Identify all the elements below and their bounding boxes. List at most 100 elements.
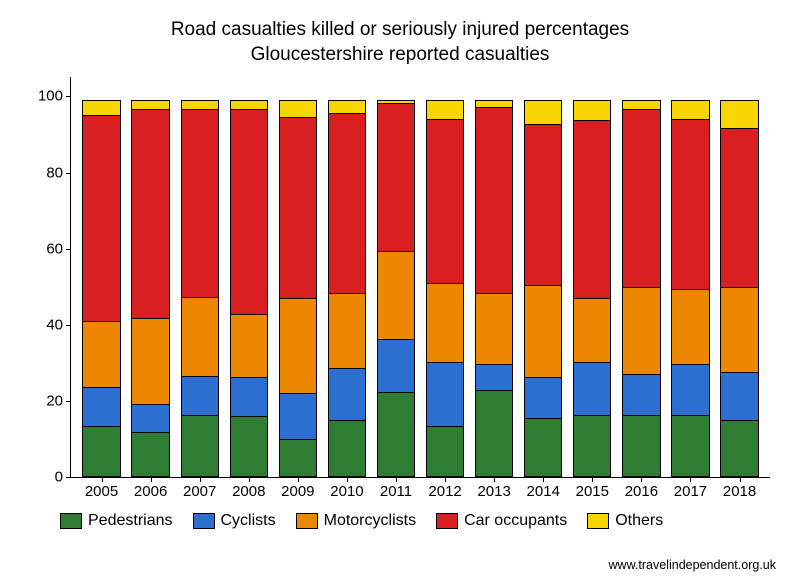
bar-group: 2016 [617,77,666,477]
bar-segment-car-occupants [377,103,415,252]
stacked-bar [230,77,268,477]
x-tick-label: 2007 [183,477,216,500]
bar-segment-cyclists [279,393,317,441]
legend-swatch [296,513,318,529]
bar-group: 2011 [371,77,420,477]
x-tick-label: 2006 [134,477,167,500]
legend-item-car-occupants: Car occupants [436,512,567,530]
bar-segment-motorcyclists [377,251,415,341]
chart-title: Road casualties killed or seriously inju… [20,18,780,67]
bar-group: 2017 [666,77,715,477]
x-tick-label: 2014 [527,477,560,500]
x-tick-label: 2018 [723,477,756,500]
bar-segment-cyclists [230,377,268,417]
y-tick-label: 40 [46,316,71,333]
bar-segment-car-occupants [181,109,219,298]
bar-group: 2007 [175,77,224,477]
bar-segment-motorcyclists [622,287,660,375]
stacked-bar [377,77,415,477]
bars-region: 2005200620072008200920102011201220132014… [71,77,770,477]
x-tick-label: 2009 [281,477,314,500]
stacked-bar [82,77,120,477]
bar-segment-pedestrians [573,415,611,478]
bar-segment-car-occupants [426,119,464,285]
bar-segment-pedestrians [279,439,317,477]
bar-segment-car-occupants [279,117,317,300]
bar-segment-motorcyclists [82,321,120,388]
bar-segment-car-occupants [524,124,562,286]
title-line-1: Road casualties killed or seriously inju… [171,19,629,40]
bar-segment-pedestrians [475,390,513,478]
title-line-2: Gloucestershire reported casualties [251,44,550,65]
bar-segment-pedestrians [426,426,464,477]
legend-label: Cyclists [221,512,276,530]
bar-group: 2009 [273,77,322,477]
bar-segment-motorcyclists [230,314,268,379]
bar-segment-motorcyclists [131,318,169,406]
bar-segment-pedestrians [82,426,120,477]
bar-segment-car-occupants [720,128,758,288]
bar-segment-cyclists [82,387,120,427]
bar-segment-pedestrians [131,432,169,478]
bar-segment-car-occupants [671,119,709,290]
y-tick-label: 20 [46,393,71,410]
bar-group: 2006 [126,77,175,477]
legend: Pedestrians Cyclists Motorcyclists Car occu… [60,512,770,530]
bar-segment-motorcyclists [573,298,611,363]
bar-group: 2008 [224,77,273,477]
bar-segment-others [279,100,317,117]
bar-segment-cyclists [720,372,758,422]
bar-segment-car-occupants [328,113,366,294]
x-tick-label: 2017 [674,477,707,500]
bar-segment-pedestrians [622,415,660,478]
bar-group: 2015 [568,77,617,477]
stacked-bar [426,77,464,477]
x-tick-label: 2005 [85,477,118,500]
bar-segment-cyclists [573,362,611,415]
bar-segment-pedestrians [720,420,758,477]
x-tick-label: 2011 [380,477,412,500]
x-tick-label: 2013 [477,477,510,500]
x-tick-label: 2016 [625,477,658,500]
bar-segment-motorcyclists [181,297,219,377]
legend-item-others: Others [587,512,663,530]
legend-label: Motorcyclists [324,512,416,530]
bar-segment-motorcyclists [328,293,366,369]
bar-segment-pedestrians [377,392,415,478]
bar-segment-motorcyclists [720,287,758,373]
bar-segment-car-occupants [230,109,268,315]
y-tick-label: 60 [46,240,71,257]
attribution: www.travelindependent.org.uk [609,558,776,572]
stacked-bar [131,77,169,477]
x-tick-label: 2010 [330,477,363,500]
bar-segment-pedestrians [671,415,709,478]
stacked-bar [671,77,709,477]
bar-segment-others [720,100,758,129]
bar-segment-car-occupants [622,109,660,288]
stacked-bar [279,77,317,477]
bar-segment-pedestrians [328,420,366,477]
stacked-bar [181,77,219,477]
bar-segment-motorcyclists [426,283,464,363]
legend-item-motorcyclists: Motorcyclists [296,512,416,530]
bar-segment-cyclists [131,404,169,433]
legend-item-cyclists: Cyclists [193,512,276,530]
legend-label: Car occupants [464,512,567,530]
legend-swatch [436,513,458,529]
bar-segment-cyclists [671,364,709,415]
legend-label: Pedestrians [88,512,173,530]
bar-segment-car-occupants [131,109,169,319]
bar-segment-cyclists [181,376,219,416]
bar-segment-car-occupants [475,107,513,294]
bar-segment-others [82,100,120,115]
legend-item-pedestrians: Pedestrians [60,512,173,530]
stacked-bar [328,77,366,477]
bar-segment-others [524,100,562,125]
stacked-bar [622,77,660,477]
y-tick-label: 80 [46,164,71,181]
bar-segment-cyclists [328,368,366,421]
bar-segment-others [671,100,709,119]
bar-segment-cyclists [475,364,513,391]
y-tick-label: 100 [38,88,71,105]
bar-group: 2005 [77,77,126,477]
